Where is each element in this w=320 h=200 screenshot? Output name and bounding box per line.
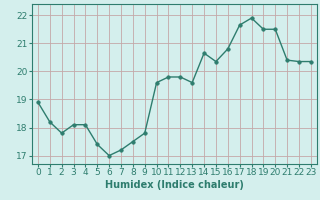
X-axis label: Humidex (Indice chaleur): Humidex (Indice chaleur) bbox=[105, 180, 244, 190]
